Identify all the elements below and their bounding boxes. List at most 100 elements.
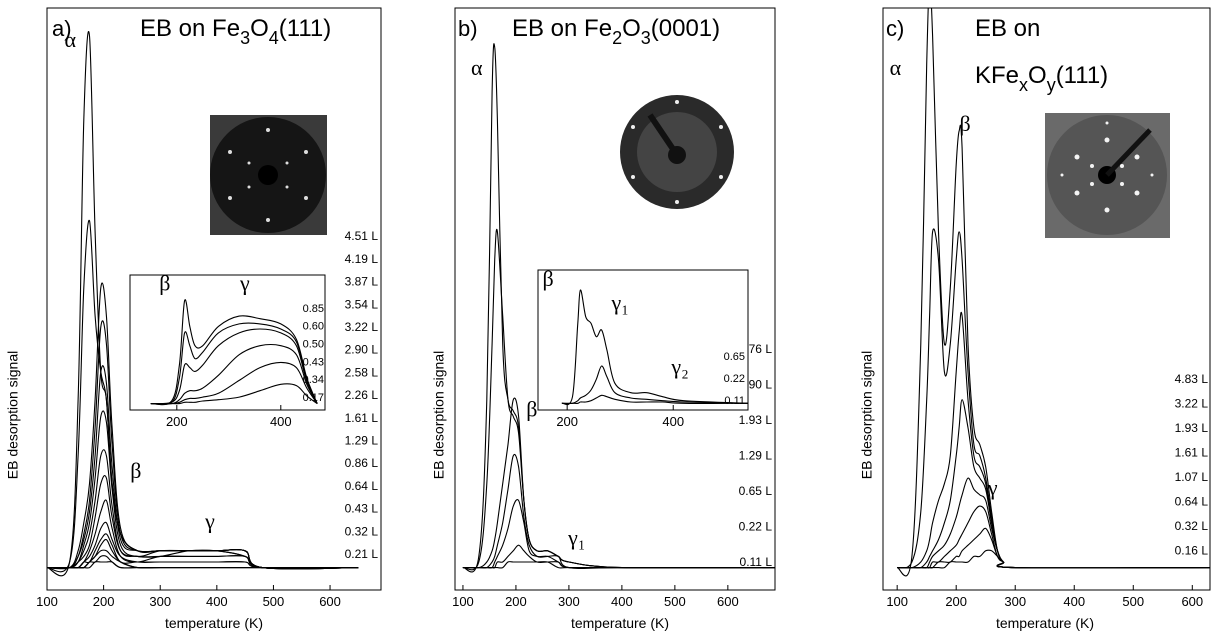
- chart-title: EB on Fe3O4(111): [140, 15, 331, 47]
- annotation: β: [159, 270, 170, 295]
- dose-label: 0.34: [303, 374, 324, 386]
- chart-title: EB on Fe2O3(0001): [512, 15, 720, 47]
- data-line: [561, 394, 748, 404]
- x-tick-label: 200: [505, 594, 527, 609]
- dose-label: 0.11: [724, 395, 745, 407]
- annotation: β: [526, 397, 537, 422]
- data-line: [462, 561, 775, 569]
- inset-frame: [129, 274, 326, 411]
- data-line: [897, 477, 1210, 569]
- title-part: EB on Fe: [512, 15, 612, 42]
- annotation: γ₂: [670, 354, 688, 379]
- dose-label: 0.85: [303, 303, 324, 315]
- x-tick-label: 600: [319, 594, 341, 609]
- leed-image-a: [210, 115, 327, 235]
- inset-background: [538, 270, 748, 410]
- dose-label: 1.07 L: [1175, 470, 1209, 484]
- dose-label: 0.50: [303, 339, 324, 351]
- chart-title: KFexOy(111): [975, 62, 1108, 94]
- plot-area: [150, 299, 318, 406]
- x-tick-label: 600: [717, 594, 739, 609]
- data-line: [47, 533, 359, 569]
- x-tick-label: 300: [1004, 594, 1026, 609]
- dose-label: 0.43: [303, 356, 324, 368]
- title-part: KFe: [975, 62, 1019, 89]
- data-line: [47, 365, 359, 570]
- inset-frame: [537, 269, 749, 411]
- x-tick-label: 200: [945, 594, 967, 609]
- x-tick-label: 100: [886, 594, 908, 609]
- plot-area: [47, 30, 359, 577]
- x-tick-label: 400: [206, 594, 228, 609]
- dose-label: 0.32 L: [345, 524, 379, 538]
- dose-label: 0.86 L: [345, 456, 379, 470]
- dose-label: 0.17: [303, 392, 324, 404]
- x-tick-label: 400: [1063, 594, 1085, 609]
- y-axis-label: EB desorption signal: [5, 351, 21, 479]
- plot-area: [561, 289, 748, 406]
- title-part: O: [1028, 62, 1047, 89]
- annotation: α: [890, 55, 902, 80]
- x-tick-label: 400: [611, 594, 633, 609]
- dose-label: 3.22 L: [1175, 397, 1209, 411]
- title-part: (111): [1056, 62, 1108, 89]
- data-line: [150, 322, 318, 406]
- dose-label: 1.29 L: [739, 449, 773, 463]
- data-line: [150, 328, 318, 405]
- annotation: α: [471, 55, 483, 80]
- data-line: [150, 383, 318, 405]
- x-tick-label: 500: [1122, 594, 1144, 609]
- data-line: [47, 449, 359, 569]
- title-part: (111): [279, 15, 331, 42]
- data-line: [462, 397, 775, 569]
- x-axis-label: temperature (K): [165, 615, 263, 631]
- x-tick-label: 200: [556, 414, 578, 429]
- plot-area: [896, 8, 1210, 577]
- panel-label: a): [52, 16, 72, 41]
- dose-label: 0.65: [724, 351, 745, 363]
- title-part: 2: [612, 28, 622, 48]
- x-tick-label: 100: [452, 594, 474, 609]
- annotation: β: [130, 458, 141, 483]
- y-axis-label: EB desorption signal: [859, 351, 875, 479]
- plot-frame: [46, 7, 382, 591]
- annotation: γ₁: [567, 525, 585, 550]
- dose-label: 0.22: [724, 373, 745, 385]
- dose-label: 0.11 L: [740, 555, 773, 569]
- dose-label: 2.90 L: [345, 343, 379, 357]
- annotation: γ₁: [610, 290, 628, 315]
- plot-frame: [882, 7, 1211, 591]
- annotation: γ: [987, 475, 998, 500]
- chart-title: EB on: [975, 15, 1040, 42]
- title-part: 4: [269, 28, 279, 48]
- dose-label: 1.61 L: [1175, 446, 1209, 460]
- x-tick-label: 500: [664, 594, 686, 609]
- dose-label: 0.16 L: [1175, 544, 1209, 558]
- dose-label: 2.58 L: [345, 365, 379, 379]
- x-tick-label: 400: [270, 414, 292, 429]
- x-axis-label: temperature (K): [571, 615, 669, 631]
- title-part: 3: [240, 28, 250, 48]
- dose-label: 1.93 L: [1175, 421, 1209, 435]
- dose-label: 0.64 L: [1175, 495, 1209, 509]
- dose-label: 0.22 L: [739, 520, 773, 534]
- x-tick-label: 500: [263, 594, 285, 609]
- dose-label: 0.64 L: [345, 479, 379, 493]
- x-tick-label: 300: [149, 594, 171, 609]
- dose-label: 0.43 L: [345, 502, 379, 516]
- data-line: [150, 344, 318, 405]
- data-line: [47, 561, 359, 569]
- panel-label: b): [458, 16, 478, 41]
- title-part: EB on: [975, 15, 1040, 42]
- data-line: [462, 453, 775, 569]
- title-part: 3: [641, 28, 651, 48]
- dose-label: 3.22 L: [345, 320, 379, 334]
- x-tick-label: 200: [166, 414, 188, 429]
- dose-label: 1.61 L: [345, 411, 379, 425]
- x-tick-label: 100: [36, 594, 58, 609]
- dose-label: 4.83 L: [1175, 372, 1209, 386]
- annotation: α: [64, 27, 76, 52]
- x-tick-label: 400: [662, 414, 684, 429]
- data-line: [561, 365, 748, 405]
